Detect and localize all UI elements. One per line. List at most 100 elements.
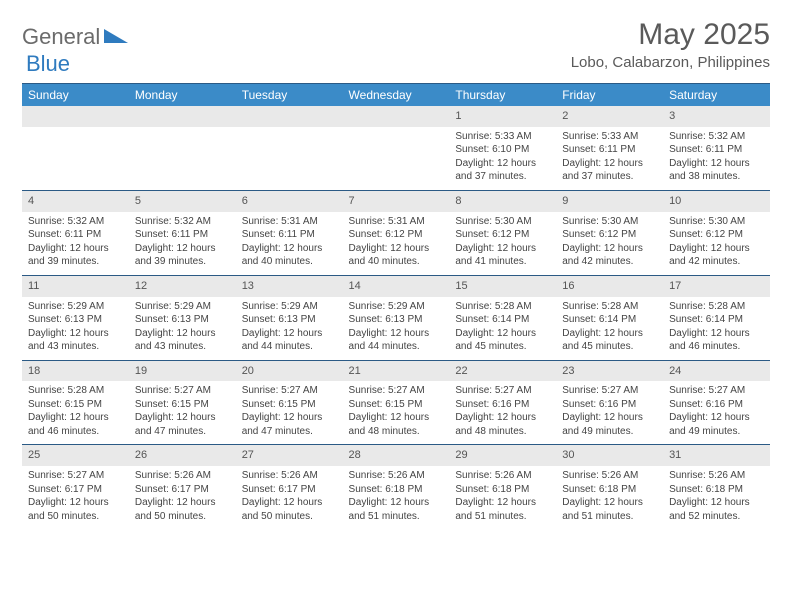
day-number: 8 [449,191,556,212]
daylight-line: Daylight: 12 hours and 39 minutes. [28,242,123,269]
sunset-line: Sunset: 6:13 PM [135,313,230,327]
sunset-line: Sunset: 6:12 PM [349,228,444,242]
sunset-line: Sunset: 6:15 PM [242,398,337,412]
sunset-line: Sunset: 6:18 PM [669,483,764,497]
sunrise-line: Sunrise: 5:32 AM [669,130,764,144]
day-cell: 16Sunrise: 5:28 AMSunset: 6:14 PMDayligh… [556,275,663,360]
day-body: Sunrise: 5:28 AMSunset: 6:14 PMDaylight:… [449,297,556,360]
day-number: 3 [663,106,770,127]
daylight-line: Daylight: 12 hours and 49 minutes. [562,411,657,438]
location: Lobo, Calabarzon, Philippines [571,54,770,71]
day-number: 10 [663,191,770,212]
daylight-line: Daylight: 12 hours and 50 minutes. [28,496,123,523]
day-cell: 29Sunrise: 5:26 AMSunset: 6:18 PMDayligh… [449,445,556,529]
daylight-line: Daylight: 12 hours and 38 minutes. [669,157,764,184]
day-number: 18 [22,361,129,382]
day-cell: 22Sunrise: 5:27 AMSunset: 6:16 PMDayligh… [449,360,556,445]
day-body: Sunrise: 5:32 AMSunset: 6:11 PMDaylight:… [129,212,236,275]
sunrise-line: Sunrise: 5:27 AM [135,384,230,398]
sunset-line: Sunset: 6:11 PM [669,143,764,157]
daylight-line: Daylight: 12 hours and 37 minutes. [455,157,550,184]
day-number: 27 [236,445,343,466]
day-number: 20 [236,361,343,382]
weekday-header: Saturday [663,84,770,107]
day-number: 9 [556,191,663,212]
day-cell: 24Sunrise: 5:27 AMSunset: 6:16 PMDayligh… [663,360,770,445]
sunrise-line: Sunrise: 5:28 AM [28,384,123,398]
day-body: Sunrise: 5:28 AMSunset: 6:14 PMDaylight:… [663,297,770,360]
day-body: Sunrise: 5:26 AMSunset: 6:17 PMDaylight:… [129,466,236,529]
day-body: Sunrise: 5:33 AMSunset: 6:11 PMDaylight:… [556,127,663,190]
day-cell: 3Sunrise: 5:32 AMSunset: 6:11 PMDaylight… [663,106,770,190]
day-cell: 15Sunrise: 5:28 AMSunset: 6:14 PMDayligh… [449,275,556,360]
sunset-line: Sunset: 6:13 PM [242,313,337,327]
calendar-row: 18Sunrise: 5:28 AMSunset: 6:15 PMDayligh… [22,360,770,445]
day-body: Sunrise: 5:27 AMSunset: 6:15 PMDaylight:… [236,381,343,444]
sunset-line: Sunset: 6:12 PM [455,228,550,242]
sunrise-line: Sunrise: 5:27 AM [455,384,550,398]
sunset-line: Sunset: 6:12 PM [562,228,657,242]
sunset-line: Sunset: 6:17 PM [135,483,230,497]
calendar-table: SundayMondayTuesdayWednesdayThursdayFrid… [22,83,770,529]
sunrise-line: Sunrise: 5:27 AM [669,384,764,398]
calendar-row: 1Sunrise: 5:33 AMSunset: 6:10 PMDaylight… [22,106,770,190]
sunset-line: Sunset: 6:11 PM [242,228,337,242]
day-cell: 31Sunrise: 5:26 AMSunset: 6:18 PMDayligh… [663,445,770,529]
sunrise-line: Sunrise: 5:33 AM [455,130,550,144]
sunrise-line: Sunrise: 5:30 AM [562,215,657,229]
sunrise-line: Sunrise: 5:30 AM [455,215,550,229]
daylight-line: Daylight: 12 hours and 43 minutes. [135,327,230,354]
day-number-blank [343,106,450,127]
day-cell: 25Sunrise: 5:27 AMSunset: 6:17 PMDayligh… [22,445,129,529]
logo-text-blue: Blue [26,51,70,76]
day-body: Sunrise: 5:32 AMSunset: 6:11 PMDaylight:… [22,212,129,275]
daylight-line: Daylight: 12 hours and 43 minutes. [28,327,123,354]
day-body: Sunrise: 5:29 AMSunset: 6:13 PMDaylight:… [22,297,129,360]
daylight-line: Daylight: 12 hours and 47 minutes. [242,411,337,438]
sunrise-line: Sunrise: 5:26 AM [135,469,230,483]
calendar-row: 11Sunrise: 5:29 AMSunset: 6:13 PMDayligh… [22,275,770,360]
day-body: Sunrise: 5:31 AMSunset: 6:11 PMDaylight:… [236,212,343,275]
day-number: 25 [22,445,129,466]
day-cell: 30Sunrise: 5:26 AMSunset: 6:18 PMDayligh… [556,445,663,529]
day-cell: 21Sunrise: 5:27 AMSunset: 6:15 PMDayligh… [343,360,450,445]
sunrise-line: Sunrise: 5:29 AM [135,300,230,314]
day-body: Sunrise: 5:30 AMSunset: 6:12 PMDaylight:… [449,212,556,275]
weekday-header-row: SundayMondayTuesdayWednesdayThursdayFrid… [22,84,770,107]
sunset-line: Sunset: 6:12 PM [669,228,764,242]
calendar-row: 25Sunrise: 5:27 AMSunset: 6:17 PMDayligh… [22,445,770,529]
day-number: 15 [449,276,556,297]
daylight-line: Daylight: 12 hours and 51 minutes. [562,496,657,523]
day-number: 30 [556,445,663,466]
sunset-line: Sunset: 6:18 PM [455,483,550,497]
daylight-line: Daylight: 12 hours and 40 minutes. [349,242,444,269]
day-number: 12 [129,276,236,297]
day-number: 21 [343,361,450,382]
day-cell: 11Sunrise: 5:29 AMSunset: 6:13 PMDayligh… [22,275,129,360]
blank-cell [343,106,450,190]
sunrise-line: Sunrise: 5:26 AM [349,469,444,483]
daylight-line: Daylight: 12 hours and 42 minutes. [669,242,764,269]
day-body: Sunrise: 5:27 AMSunset: 6:16 PMDaylight:… [556,381,663,444]
day-number: 17 [663,276,770,297]
sunrise-line: Sunrise: 5:26 AM [562,469,657,483]
sunset-line: Sunset: 6:10 PM [455,143,550,157]
sunrise-line: Sunrise: 5:32 AM [135,215,230,229]
day-body: Sunrise: 5:27 AMSunset: 6:16 PMDaylight:… [449,381,556,444]
day-number: 28 [343,445,450,466]
day-number-blank [236,106,343,127]
day-body: Sunrise: 5:26 AMSunset: 6:17 PMDaylight:… [236,466,343,529]
weekday-header: Sunday [22,84,129,107]
logo-triangle-icon [104,27,128,48]
sunset-line: Sunset: 6:16 PM [562,398,657,412]
weekday-header: Monday [129,84,236,107]
sunrise-line: Sunrise: 5:27 AM [349,384,444,398]
day-cell: 23Sunrise: 5:27 AMSunset: 6:16 PMDayligh… [556,360,663,445]
day-cell: 18Sunrise: 5:28 AMSunset: 6:15 PMDayligh… [22,360,129,445]
weekday-header: Thursday [449,84,556,107]
sunrise-line: Sunrise: 5:29 AM [242,300,337,314]
weekday-header: Tuesday [236,84,343,107]
day-body: Sunrise: 5:33 AMSunset: 6:10 PMDaylight:… [449,127,556,190]
day-number: 31 [663,445,770,466]
day-body: Sunrise: 5:32 AMSunset: 6:11 PMDaylight:… [663,127,770,190]
